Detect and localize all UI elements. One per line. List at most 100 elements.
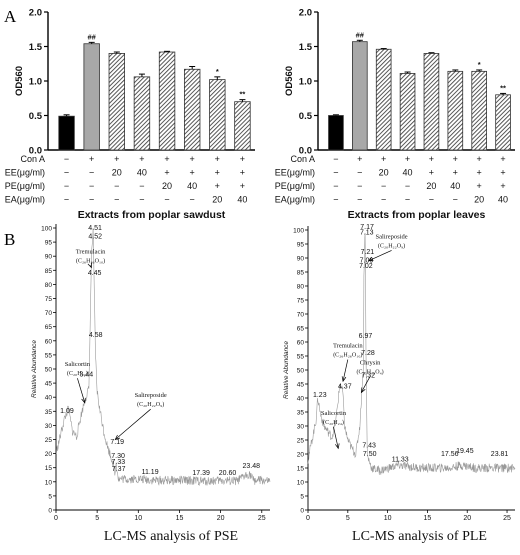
y-tick-label: 30 xyxy=(45,423,53,430)
bar xyxy=(375,48,392,151)
treatment-cell: − xyxy=(333,168,338,178)
x-tick-label: 10 xyxy=(384,515,392,522)
compound-arrowhead xyxy=(81,397,86,404)
x-tick-label: 0 xyxy=(54,515,58,522)
treatment-cell: 20 xyxy=(212,195,222,205)
y-tick-label: 25 xyxy=(45,437,53,444)
peak-label: 1.23 xyxy=(313,392,327,399)
treatment-cell: 20 xyxy=(162,181,172,191)
compound-formula: (C₁₅H₁₀O₄) xyxy=(357,368,384,375)
significance-marker: ## xyxy=(88,32,97,41)
chart-title: LC-MS analysis of PSE xyxy=(104,529,238,544)
compound-arrow xyxy=(333,426,339,449)
bar xyxy=(108,53,126,151)
treatment-cell: − xyxy=(64,154,69,164)
y-tick-label: 0 xyxy=(300,508,304,515)
peak-label: 7.02 xyxy=(359,263,373,270)
compound-arrow xyxy=(115,408,151,440)
treatment-cell: + xyxy=(429,168,434,178)
y-tick-label: 50 xyxy=(45,367,53,374)
y-tick-label: 40 xyxy=(297,396,305,403)
y-tick-label: 5 xyxy=(48,493,52,500)
y-tick-label: 15 xyxy=(45,465,53,472)
peak-label: 7.17 xyxy=(360,224,374,231)
y-tick-label: 80 xyxy=(45,282,53,289)
bar xyxy=(352,41,368,151)
x-tick-label: 20 xyxy=(217,515,225,522)
compound-name: Salicortin xyxy=(65,361,91,368)
peak-label: 4.37 xyxy=(338,384,352,391)
treatment-row-label: PE(μg/ml) xyxy=(275,181,315,191)
compound-formula: (C₂₀H₂₂O₉) xyxy=(378,242,405,249)
y-tick-label: 60 xyxy=(297,340,305,347)
peak-label: 7.19 xyxy=(110,439,124,446)
treatment-cell: + xyxy=(477,181,482,191)
peak-label: 7.50 xyxy=(363,451,377,458)
y-tick-label: 0.5 xyxy=(299,111,313,122)
treatment-cell: − xyxy=(114,195,119,205)
peak-label: 4.45 xyxy=(88,270,102,277)
peak-label: 4.52 xyxy=(88,233,102,240)
treatment-cell: + xyxy=(453,154,458,164)
y-tick-label: 75 xyxy=(45,296,53,303)
peak-label: 23.48 xyxy=(242,463,260,470)
peak-label: 6.97 xyxy=(359,333,373,340)
y-tick-label: 60 xyxy=(45,338,53,345)
peak-label: 17.56 xyxy=(441,451,459,458)
compound-arrowhead xyxy=(87,262,92,269)
bar xyxy=(471,70,487,151)
peak-label: 3.44 xyxy=(80,371,94,378)
treatment-cell: − xyxy=(64,181,69,191)
y-tick-label: 2.0 xyxy=(299,8,312,19)
compound-arrowhead xyxy=(335,443,340,450)
significance-marker: * xyxy=(216,67,219,76)
peak-label: 7.28 xyxy=(361,350,375,357)
compound-arrowhead xyxy=(360,387,366,394)
peak-label: 7.21 xyxy=(361,249,375,256)
compound-name: Tremulacin xyxy=(76,248,106,255)
y-tick-label: 95 xyxy=(45,240,53,247)
x-tick-label: 10 xyxy=(134,515,142,522)
peak-label: 11.19 xyxy=(142,469,159,476)
treatment-cell: − xyxy=(139,195,144,205)
treatment-cell: − xyxy=(381,195,386,205)
compound-arrowhead xyxy=(367,256,374,262)
treatment-cell: − xyxy=(333,181,338,191)
treatment-cell: − xyxy=(333,154,338,164)
treatment-cell: + xyxy=(500,181,505,191)
treatment-cell: + xyxy=(500,154,505,164)
chromatogram-pse: 0510152025303540455055606570758085909510… xyxy=(31,224,271,544)
y-tick-label: 0 xyxy=(48,508,52,515)
treatment-row-label: Con A xyxy=(20,154,45,164)
treatment-cell: 20 xyxy=(474,195,484,205)
treatment-row-label: EE(μg/ml) xyxy=(275,168,315,178)
treatment-cell: − xyxy=(64,195,69,205)
treatment-row-label: EA(μg/ml) xyxy=(275,195,315,205)
peak-label: 11.33 xyxy=(392,456,409,463)
compound-arrow xyxy=(77,378,86,403)
treatment-cell: 40 xyxy=(498,195,508,205)
chart-title: Extracts from poplar leaves xyxy=(348,209,486,221)
y-tick-label: 45 xyxy=(45,381,53,388)
x-tick-label: 25 xyxy=(503,515,511,522)
compound-name: Salicortin xyxy=(321,410,347,417)
peak-label: 7.43 xyxy=(362,442,376,449)
compound-arrowhead xyxy=(341,376,347,383)
treatment-cell: − xyxy=(381,181,386,191)
treatment-cell: − xyxy=(164,195,169,205)
treatment-cell: 20 xyxy=(426,181,436,191)
treatment-cell: + xyxy=(429,154,434,164)
y-tick-label: 1.0 xyxy=(29,77,42,88)
peak-label: 23.81 xyxy=(491,451,509,458)
x-tick-label: 15 xyxy=(176,515,184,522)
treatment-cell: − xyxy=(405,181,410,191)
treatment-cell: 40 xyxy=(137,168,147,178)
treatment-cell: + xyxy=(381,154,386,164)
y-tick-label: 75 xyxy=(297,298,305,305)
y-tick-label: 20 xyxy=(45,451,53,458)
treatment-cell: − xyxy=(357,195,362,205)
peak-label: 4.51 xyxy=(88,225,102,232)
bar xyxy=(58,115,75,151)
